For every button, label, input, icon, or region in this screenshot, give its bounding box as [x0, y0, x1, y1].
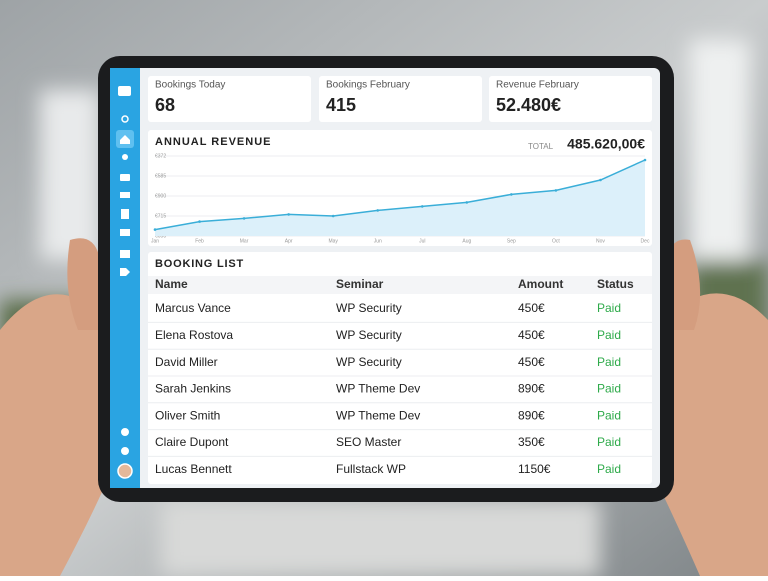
point: [554, 189, 558, 192]
x-tick-label: Aug: [462, 238, 471, 244]
table-cell: Paid: [597, 435, 621, 449]
stat-card: [489, 76, 652, 122]
table-cell: Paid: [597, 301, 621, 315]
stat-label: Bookings February: [326, 80, 410, 91]
x-tick-label: Dec: [641, 238, 650, 244]
table-cell: Paid: [597, 462, 621, 476]
x-tick-label: Jan: [151, 238, 159, 244]
table-cell: WP Theme Dev: [336, 408, 420, 422]
table-cell: 1150€: [518, 462, 551, 476]
table-cell: 350€: [518, 435, 545, 449]
y-axis-label: €585: [155, 173, 166, 179]
right-hand: [656, 239, 768, 576]
table-cell: 890€: [518, 382, 545, 396]
point: [465, 201, 469, 204]
table-cell: Elena Rostova: [155, 328, 233, 342]
x-tick-label: Jun: [374, 238, 382, 244]
total-label: TOTAL: [528, 142, 554, 151]
table-cell: 450€: [518, 328, 545, 342]
stat-card: [319, 76, 482, 122]
point: [643, 158, 647, 162]
table-cell: WP Security: [336, 355, 402, 369]
table-cell: 450€: [518, 301, 545, 315]
total-value: 485.620,00€: [567, 136, 645, 152]
point: [376, 209, 380, 212]
column-header: Name: [155, 277, 188, 291]
stat-value: 415: [326, 95, 356, 115]
line: [154, 159, 646, 231]
table-cell: WP Security: [336, 328, 402, 342]
table-cell: David Miller: [155, 355, 218, 369]
stat-value: 52.480€: [496, 95, 561, 115]
table-cell: Paid: [597, 382, 621, 396]
table-cell: Lucas Bennett: [155, 462, 232, 476]
table-panel: [148, 252, 652, 484]
point: [242, 217, 246, 220]
table-cell: 450€: [518, 355, 545, 369]
x-tick-label: Sep: [507, 238, 516, 244]
sidebar-icons: [116, 86, 134, 479]
y-axis-label: €900: [155, 193, 166, 199]
stat-label: Revenue February: [496, 80, 579, 91]
point: [287, 213, 290, 216]
left-hand: [0, 238, 112, 576]
column-header: Amount: [518, 277, 563, 291]
table-cell: Sarah Jenkins: [155, 382, 231, 396]
y-axis-label: €715: [155, 213, 166, 219]
point: [510, 193, 513, 196]
table-cell: Paid: [597, 408, 621, 422]
chart-title: ANNUAL REVENUE: [155, 136, 271, 148]
x-tick-label: Nov: [596, 238, 605, 244]
x-tick-label: Mar: [240, 238, 249, 244]
column-header: Seminar: [336, 277, 384, 291]
stat-label: Bookings Today: [155, 80, 225, 91]
table-cell: WP Theme Dev: [336, 382, 420, 396]
table-cell: Paid: [597, 328, 621, 342]
table-cell: SEO Master: [336, 435, 401, 449]
table-header-bg: [148, 276, 652, 294]
x-tick-label: Oct: [552, 238, 560, 244]
table-cell: Paid: [597, 355, 621, 369]
table-cell: Marcus Vance: [155, 301, 231, 315]
point: [153, 228, 157, 231]
x-tick-label: Feb: [195, 238, 204, 244]
point: [331, 214, 335, 218]
point: [599, 178, 602, 182]
table-cell: Fullstack WP: [336, 462, 406, 476]
stat-card: [148, 76, 311, 122]
y-axis-label: €650: [155, 233, 166, 239]
table-cell: Claire Dupont: [155, 435, 229, 449]
table-cell: 890€: [518, 408, 545, 422]
table-title: BOOKING LIST: [155, 258, 244, 270]
table-cell: Oliver Smith: [155, 408, 220, 422]
point: [420, 205, 424, 208]
x-tick-label: Apr: [285, 238, 293, 244]
y-axis-label: €372: [155, 153, 166, 159]
area: [155, 160, 645, 236]
stat-value: 68: [155, 95, 175, 115]
table-cell: WP Security: [336, 301, 402, 315]
x-tick-label: May: [328, 238, 338, 244]
point: [198, 220, 201, 223]
x-tick-label: Jul: [419, 238, 425, 244]
column-header: Status: [597, 277, 634, 291]
